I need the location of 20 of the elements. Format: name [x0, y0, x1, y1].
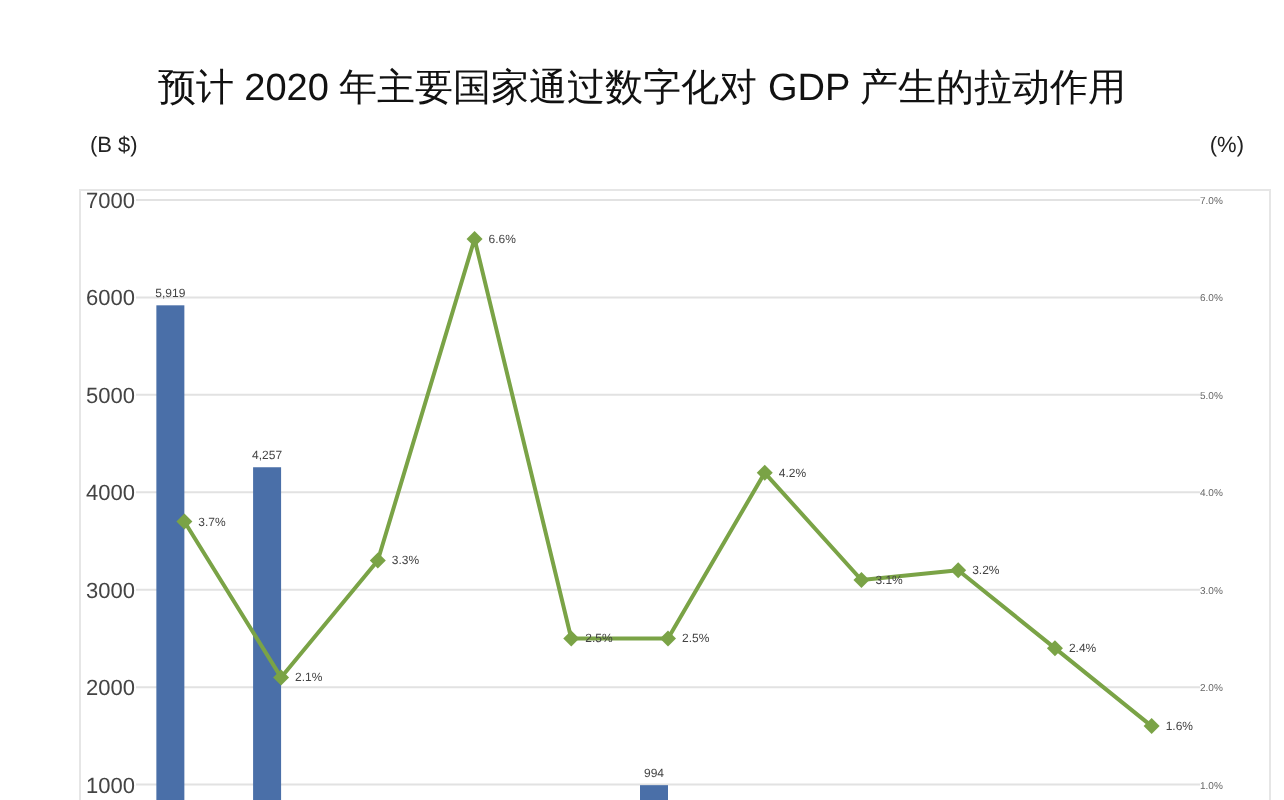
point	[756, 464, 773, 481]
chart-title: 预计 2020 年主要国家通过数字化对 GDP 产生的拉动作用	[157, 66, 1127, 110]
point	[273, 669, 290, 686]
point	[660, 630, 676, 647]
y-tick-label: 7000	[86, 190, 135, 214]
y-tick-label: 2000	[86, 677, 135, 702]
y-tick-label: 1000	[86, 774, 135, 799]
point	[563, 630, 580, 647]
y-axis-title: (B $)	[90, 134, 138, 158]
point	[369, 552, 386, 569]
y-tick-label: 3000	[86, 579, 135, 604]
point	[176, 513, 193, 530]
point	[950, 562, 967, 579]
point	[853, 571, 870, 588]
y-tick-label: 5000	[86, 384, 135, 409]
y-tick-label: 6000	[86, 287, 135, 312]
point	[1143, 718, 1160, 735]
y2-axis-title: (%)	[1209, 134, 1244, 158]
point	[1046, 640, 1063, 657]
y-tick-label: 4000	[86, 482, 135, 507]
